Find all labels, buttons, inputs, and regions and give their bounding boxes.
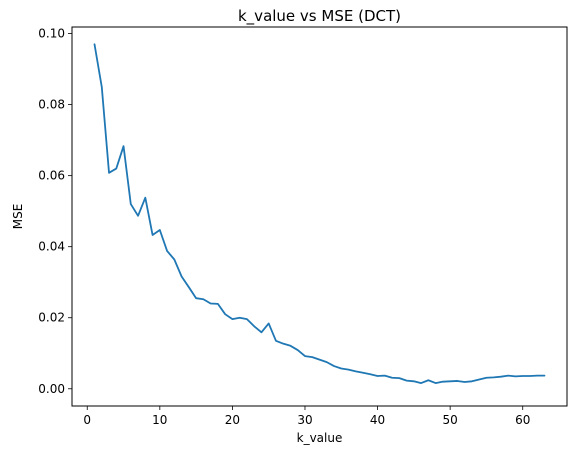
x-tick-label: 20: [225, 413, 240, 427]
y-tick-label: 0.10: [38, 27, 65, 41]
series-line: [93, 43, 546, 384]
x-tick-label: 50: [443, 413, 458, 427]
plot-frame: [71, 26, 568, 407]
y-tick-label: 0.00: [38, 382, 65, 396]
x-axis-ticks: 0 10 20 30 40 50 60: [83, 406, 530, 427]
y-tick-label: 0.06: [38, 169, 65, 183]
x-tick-label: 10: [152, 413, 167, 427]
y-tick-label: 0.02: [38, 311, 65, 325]
y-tick-label: 0.04: [38, 240, 65, 254]
chart-title: k_value vs MSE (DCT): [238, 7, 401, 26]
x-tick-label: 30: [297, 413, 312, 427]
x-tick-label: 0: [83, 413, 91, 427]
x-axis-label: k_value: [297, 431, 343, 445]
y-axis-label: MSE: [11, 204, 25, 230]
y-tick-label: 0.08: [38, 98, 65, 112]
x-tick-label: 40: [370, 413, 385, 427]
x-tick-label: 60: [515, 413, 530, 427]
y-axis-ticks: 0.00 0.02 0.04 0.06 0.08 0.10: [38, 27, 72, 396]
